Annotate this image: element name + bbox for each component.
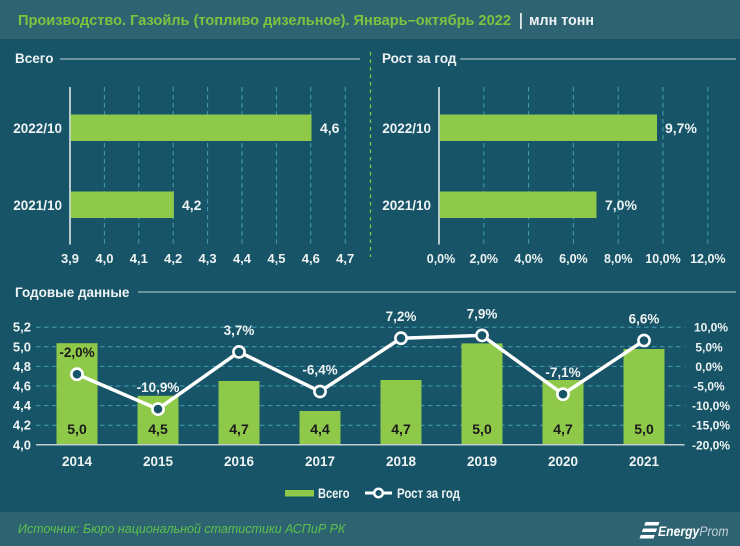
- svg-text:2017: 2017: [305, 454, 335, 469]
- svg-text:5,0: 5,0: [634, 421, 654, 437]
- svg-text:4,6: 4,6: [320, 120, 340, 136]
- svg-text:2,0%: 2,0%: [470, 252, 499, 266]
- svg-text:млн тонн: млн тонн: [529, 13, 594, 29]
- svg-text:4,3: 4,3: [199, 251, 217, 266]
- svg-text:2019: 2019: [467, 454, 497, 469]
- svg-text:-20,0%: -20,0%: [692, 438, 730, 452]
- svg-text:2021/10: 2021/10: [13, 198, 62, 213]
- svg-text:-10,9%: -10,9%: [137, 380, 180, 395]
- svg-text:EnergyProm: EnergyProm: [658, 524, 729, 539]
- svg-text:4,7: 4,7: [336, 251, 354, 266]
- svg-text:4,0: 4,0: [95, 251, 113, 266]
- svg-text:7,0%: 7,0%: [605, 197, 637, 213]
- svg-text:5,0%: 5,0%: [695, 340, 723, 354]
- svg-text:4,5: 4,5: [267, 251, 285, 266]
- svg-text:Всего: Всего: [318, 486, 350, 501]
- svg-text:10,0%: 10,0%: [645, 252, 680, 266]
- svg-text:5,0: 5,0: [472, 421, 492, 437]
- svg-text:6,6%: 6,6%: [629, 312, 660, 327]
- svg-text:Рост за год: Рост за год: [397, 486, 460, 501]
- svg-text:2018: 2018: [386, 454, 417, 469]
- svg-text:7,2%: 7,2%: [386, 309, 417, 324]
- svg-text:3,7%: 3,7%: [224, 323, 255, 338]
- svg-text:Источник: Бюро национальной ст: Источник: Бюро национальной статистики А…: [18, 522, 346, 536]
- svg-text:4,2: 4,2: [164, 251, 182, 266]
- svg-text:4,8: 4,8: [13, 359, 31, 374]
- svg-text:4,7: 4,7: [391, 421, 411, 437]
- svg-text:4,6: 4,6: [302, 251, 320, 266]
- svg-text:4,2: 4,2: [13, 418, 31, 433]
- svg-text:5,0: 5,0: [67, 421, 87, 437]
- svg-text:4,2: 4,2: [182, 197, 202, 213]
- svg-text:6,0%: 6,0%: [559, 252, 588, 266]
- svg-text:2020: 2020: [548, 454, 578, 469]
- svg-text:4,7: 4,7: [229, 421, 249, 437]
- svg-text:12,0%: 12,0%: [690, 252, 725, 266]
- svg-text:4,0%: 4,0%: [514, 252, 543, 266]
- svg-text:10,0%: 10,0%: [694, 321, 728, 335]
- svg-text:7,9%: 7,9%: [467, 306, 498, 321]
- svg-text:4,0: 4,0: [13, 437, 31, 452]
- svg-text:5,2: 5,2: [13, 320, 31, 335]
- svg-text:2014: 2014: [62, 454, 93, 469]
- svg-text:2022/10: 2022/10: [382, 121, 431, 136]
- svg-text:4,4: 4,4: [310, 421, 330, 437]
- svg-text:0,0%: 0,0%: [695, 360, 723, 374]
- svg-text:-7,1%: -7,1%: [545, 365, 580, 380]
- svg-text:-5,0%: -5,0%: [693, 380, 725, 394]
- svg-text:Рост за год: Рост за год: [382, 51, 457, 66]
- svg-text:9,7%: 9,7%: [665, 120, 697, 136]
- svg-text:3,9: 3,9: [61, 251, 79, 266]
- svg-text:2022/10: 2022/10: [13, 121, 62, 136]
- svg-text:-10,0%: -10,0%: [692, 399, 730, 413]
- svg-text:5,0: 5,0: [13, 339, 31, 354]
- svg-text:Производство. Газойль (топливо: Производство. Газойль (топливо дизельное…: [18, 13, 511, 29]
- svg-text:4,7: 4,7: [553, 421, 573, 437]
- svg-text:Годовые данные: Годовые данные: [15, 285, 130, 300]
- svg-text:2016: 2016: [224, 454, 255, 469]
- svg-text:4,6: 4,6: [13, 379, 31, 394]
- svg-text:-2,0%: -2,0%: [59, 345, 94, 360]
- svg-text:4,1: 4,1: [130, 251, 148, 266]
- svg-text:Всего: Всего: [15, 51, 53, 66]
- svg-text:2021: 2021: [629, 454, 660, 469]
- svg-text:4,4: 4,4: [233, 251, 252, 266]
- svg-text:4,4: 4,4: [13, 398, 32, 413]
- svg-text:2015: 2015: [143, 454, 174, 469]
- svg-text:8,0%: 8,0%: [604, 252, 633, 266]
- svg-text:-15,0%: -15,0%: [692, 419, 730, 433]
- svg-text:-6,4%: -6,4%: [302, 363, 337, 378]
- svg-text:2021/10: 2021/10: [382, 198, 431, 213]
- svg-text:4,5: 4,5: [148, 421, 168, 437]
- svg-text:0,0%: 0,0%: [427, 252, 456, 266]
